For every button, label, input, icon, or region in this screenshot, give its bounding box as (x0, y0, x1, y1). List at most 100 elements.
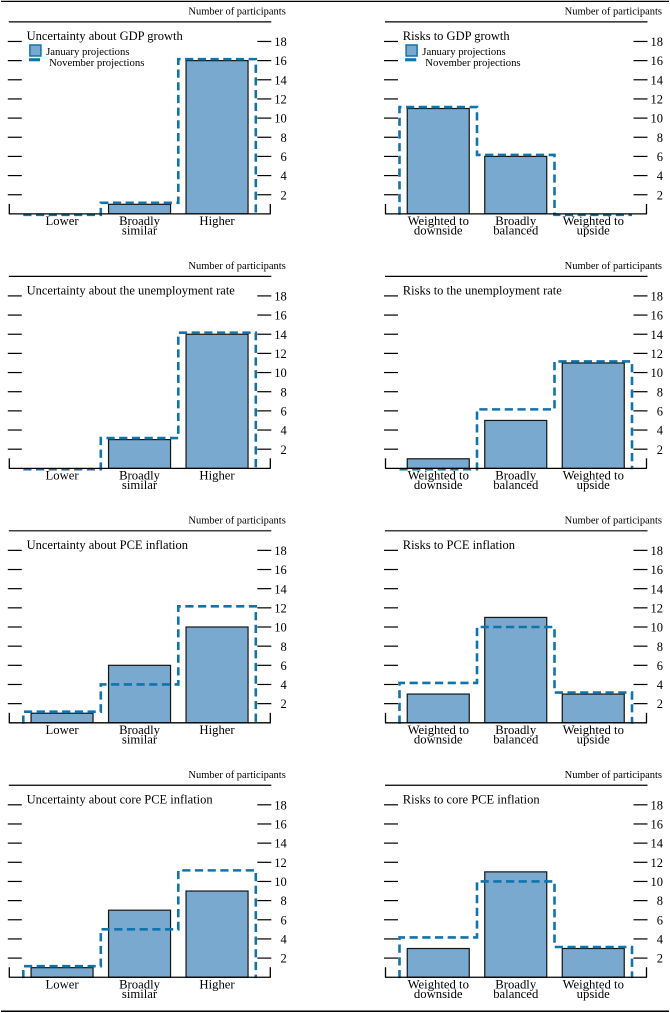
svg-text:Weighted to: Weighted to (563, 469, 624, 483)
svg-text:2: 2 (657, 443, 663, 457)
svg-text:November projections: November projections (425, 57, 520, 69)
svg-text:Higher: Higher (199, 214, 235, 228)
svg-text:Risks to core PCE inflation: Risks to core PCE inflation (403, 792, 541, 806)
svg-text:2: 2 (281, 188, 287, 202)
svg-text:Weighted to: Weighted to (408, 977, 469, 991)
svg-text:16: 16 (274, 563, 287, 577)
svg-text:10: 10 (651, 112, 664, 126)
svg-text:balanced: balanced (493, 478, 539, 492)
svg-text:12: 12 (651, 601, 664, 615)
svg-text:balanced: balanced (493, 223, 539, 237)
svg-text:2: 2 (657, 188, 663, 202)
svg-text:similar: similar (122, 987, 158, 1001)
svg-text:14: 14 (651, 328, 664, 342)
svg-text:Broadly: Broadly (119, 977, 161, 991)
svg-text:Higher: Higher (199, 977, 235, 991)
svg-text:2: 2 (657, 952, 663, 966)
svg-text:Number of participants: Number of participants (188, 7, 285, 18)
svg-text:10: 10 (274, 112, 287, 126)
svg-text:Broadly: Broadly (495, 214, 537, 228)
svg-text:12: 12 (274, 856, 287, 870)
svg-text:18: 18 (274, 290, 287, 304)
svg-text:16: 16 (274, 309, 287, 323)
svg-text:Higher: Higher (199, 723, 235, 737)
svg-text:upside: upside (577, 732, 610, 746)
svg-text:14: 14 (274, 837, 287, 851)
svg-text:Weighted to: Weighted to (563, 977, 624, 991)
svg-text:Lower: Lower (45, 214, 79, 228)
svg-text:downside: downside (414, 732, 463, 746)
svg-text:18: 18 (651, 544, 664, 558)
svg-text:upside: upside (577, 478, 610, 492)
svg-text:4: 4 (281, 169, 288, 183)
svg-text:Lower: Lower (45, 977, 79, 991)
svg-text:November projections: November projections (49, 57, 144, 69)
svg-text:6: 6 (657, 659, 663, 673)
svg-text:Broadly: Broadly (495, 469, 537, 483)
svg-text:18: 18 (651, 35, 664, 49)
svg-text:18: 18 (274, 798, 287, 812)
svg-text:6: 6 (657, 150, 663, 164)
svg-text:10: 10 (274, 621, 287, 635)
svg-text:Number of participants: Number of participants (565, 516, 662, 527)
svg-text:8: 8 (657, 894, 663, 908)
svg-text:Lower: Lower (45, 723, 79, 737)
svg-text:Higher: Higher (199, 469, 235, 483)
svg-text:16: 16 (651, 309, 664, 323)
svg-text:January projections: January projections (422, 46, 505, 58)
svg-text:Uncertainty about the unemploy: Uncertainty about the unemployment rate (27, 283, 236, 297)
svg-text:Broadly: Broadly (495, 723, 537, 737)
svg-text:Number of participants: Number of participants (188, 770, 285, 781)
svg-text:Uncertainty about core PCE inf: Uncertainty about core PCE inflation (27, 792, 214, 806)
svg-text:14: 14 (651, 582, 664, 596)
svg-text:balanced: balanced (493, 732, 539, 746)
svg-text:18: 18 (274, 544, 287, 558)
svg-text:8: 8 (657, 385, 663, 399)
svg-text:4: 4 (281, 424, 288, 438)
svg-text:10: 10 (651, 366, 664, 380)
svg-text:Risks to PCE inflation: Risks to PCE inflation (403, 538, 516, 552)
svg-text:16: 16 (274, 54, 287, 68)
svg-text:January projections: January projections (46, 46, 129, 58)
svg-text:12: 12 (651, 347, 664, 361)
svg-text:18: 18 (651, 290, 664, 304)
svg-text:Number of participants: Number of participants (188, 516, 285, 527)
svg-text:downside: downside (414, 987, 463, 1001)
svg-text:upside: upside (577, 223, 610, 237)
svg-text:4: 4 (657, 933, 664, 947)
svg-text:Number of participants: Number of participants (565, 261, 662, 272)
svg-text:2: 2 (281, 443, 287, 457)
svg-text:14: 14 (651, 837, 664, 851)
svg-text:14: 14 (274, 73, 287, 87)
svg-text:Weighted to: Weighted to (563, 214, 624, 228)
svg-text:4: 4 (657, 424, 664, 438)
svg-text:similar: similar (122, 478, 158, 492)
svg-text:Broadly: Broadly (119, 214, 161, 228)
svg-text:Uncertainty about PCE inflatio: Uncertainty about PCE inflation (27, 538, 189, 552)
svg-text:Broadly: Broadly (119, 469, 161, 483)
svg-text:16: 16 (274, 818, 287, 832)
svg-text:Number of participants: Number of participants (565, 770, 662, 781)
svg-text:Weighted to: Weighted to (408, 214, 469, 228)
svg-text:8: 8 (281, 640, 287, 654)
svg-text:upside: upside (577, 987, 610, 1001)
svg-text:10: 10 (274, 366, 287, 380)
svg-text:12: 12 (651, 93, 664, 107)
svg-text:16: 16 (651, 54, 664, 68)
svg-text:Broadly: Broadly (495, 977, 537, 991)
svg-text:balanced: balanced (493, 987, 539, 1001)
svg-text:Weighted to: Weighted to (563, 723, 624, 737)
svg-text:6: 6 (281, 659, 287, 673)
svg-text:8: 8 (657, 131, 663, 145)
svg-text:10: 10 (274, 875, 287, 889)
svg-text:4: 4 (657, 169, 664, 183)
svg-text:6: 6 (281, 404, 287, 418)
svg-text:Risks to the unemployment rate: Risks to the unemployment rate (403, 283, 562, 297)
svg-text:Weighted to: Weighted to (408, 723, 469, 737)
svg-text:8: 8 (281, 894, 287, 908)
svg-text:4: 4 (281, 678, 288, 692)
svg-text:12: 12 (274, 601, 287, 615)
svg-text:Number of participants: Number of participants (565, 7, 662, 18)
svg-text:10: 10 (651, 621, 664, 635)
svg-text:downside: downside (414, 223, 463, 237)
